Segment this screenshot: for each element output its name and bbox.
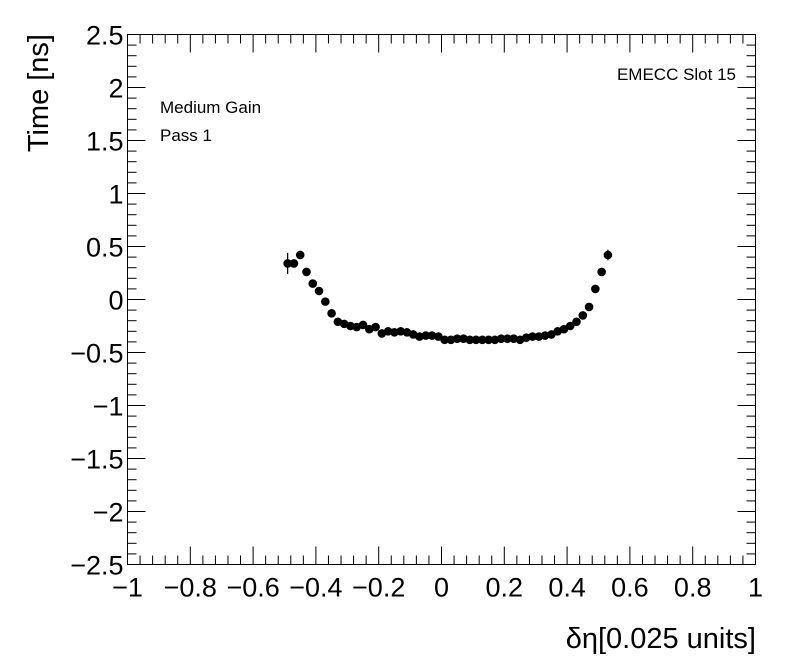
data-point [295,250,305,260]
y-tick-label: −0.5 [70,339,123,369]
data-point [327,308,336,318]
y-axis-title: Time [ns] [23,34,55,152]
gain-annotation: Medium Gain [160,98,261,117]
data-points [283,249,613,345]
data-point [302,267,311,277]
y-tick-labels: −2.5 −2 −1.5 −1 −0.5 0 0.5 1 1.5 2 2.5 [70,21,123,581]
slot-annotation: EMECC Slot 15 [617,65,736,84]
data-point [584,302,594,312]
x-tick-labels: −1 −0.8 −0.6 −0.4 −0.2 0 0.2 0.4 0.6 0.8 1 [112,573,763,603]
data-point [440,335,449,345]
x-tick-label: 0 [434,573,449,603]
x-tick-label: −0.6 [226,573,279,603]
data-point [503,334,512,344]
data-point [471,335,481,345]
y-tick-label: 0.5 [86,233,124,263]
data-point [578,311,588,320]
x-tick-label: −0.2 [352,573,405,603]
y-tick-label: 2 [108,74,123,104]
x-tick-label: 0.4 [548,573,586,603]
data-point [358,320,368,330]
x-tick-label: 0.6 [611,573,649,603]
y-tick-label: −2.5 [70,551,123,581]
y-tick-label: −2 [93,498,124,528]
pass-annotation: Pass 1 [160,126,212,145]
x-tick-label: 0.2 [486,573,524,603]
y-tick-label: 1 [108,180,123,210]
x-tick-label: −1 [112,573,143,603]
y-tick-label: 1.5 [86,127,124,157]
data-point [478,335,487,345]
data-point [484,335,493,345]
data-point [465,335,475,345]
data-point [371,322,380,332]
data-point [496,334,506,344]
data-point [597,267,606,277]
y-tick-label: 2.5 [86,21,124,51]
x-tick-label: −0.8 [164,573,217,603]
data-point [314,286,324,296]
x-tick-label: 1 [748,573,763,603]
data-point [591,284,600,294]
x-axis-title: δη[0.025 units] [566,623,756,655]
y-tick-label: −1.5 [70,445,123,475]
data-point [289,259,299,268]
data-point [283,259,292,268]
data-point [452,334,462,344]
x-tick-label: −0.4 [289,573,342,603]
data-point [565,321,575,331]
data-point [321,297,330,306]
data-point [603,250,613,260]
x-tick-label: 0.8 [674,573,712,603]
y-tick-label: −1 [93,392,124,422]
data-point [308,279,318,288]
axis-ticks [127,34,756,565]
data-point [421,331,431,340]
y-tick-label: 0 [108,286,123,316]
data-point [572,317,581,327]
data-point [528,332,537,341]
